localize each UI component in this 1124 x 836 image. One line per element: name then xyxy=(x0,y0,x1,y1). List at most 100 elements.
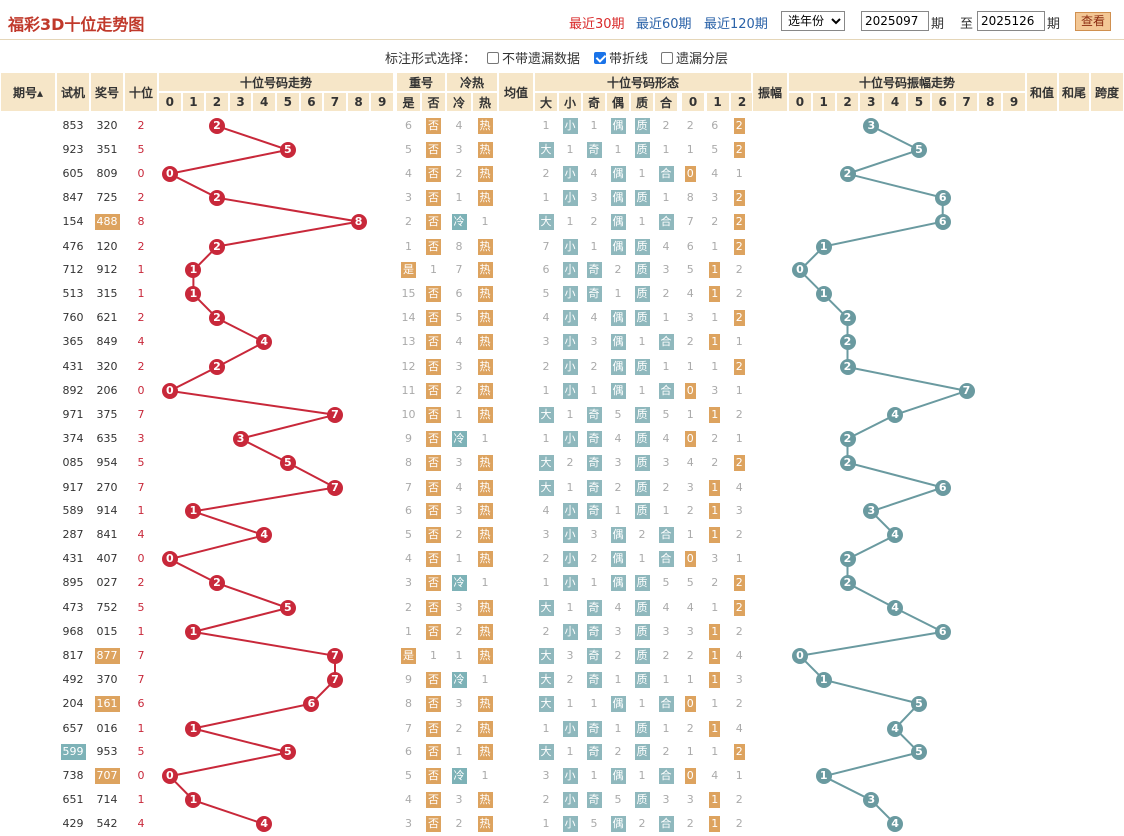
amp-omission xyxy=(907,523,931,547)
period-120-link[interactable]: 最近120期 xyxy=(704,17,768,32)
header-trend-digit: 0 xyxy=(158,92,182,112)
amp-omission xyxy=(788,186,812,210)
form-cell: 质 xyxy=(630,451,654,475)
amp-omission xyxy=(1002,740,1026,764)
trend-omission xyxy=(158,355,182,379)
repeat-badge: 否 xyxy=(426,695,441,712)
form-badge: 质 xyxy=(634,479,650,496)
amp-omission xyxy=(931,330,955,354)
form-cell: 2 xyxy=(542,552,550,566)
form-cell: 奇 xyxy=(582,282,606,306)
trend-omission xyxy=(182,451,206,475)
form-cell: 质 xyxy=(630,476,654,500)
trend-omission xyxy=(182,764,206,788)
checkbox-line[interactable] xyxy=(594,51,606,64)
amp-cell xyxy=(752,235,788,259)
trend-ball: 1 xyxy=(185,503,202,520)
form-cell: 4 xyxy=(614,431,622,445)
trend-omission xyxy=(229,235,253,259)
trend-omission xyxy=(370,427,394,451)
sum-cell xyxy=(1026,717,1058,741)
trend-omission xyxy=(158,596,182,620)
year-select[interactable]: 选年份 xyxy=(781,11,845,31)
amp-omission xyxy=(859,355,883,379)
amp-omission xyxy=(978,812,1002,836)
checkbox-no-omission[interactable] xyxy=(487,51,499,64)
amp-omission xyxy=(836,258,860,282)
repeat-yes-cell: 是 xyxy=(396,644,421,668)
trend-omission xyxy=(158,210,182,234)
prize-highlight: 161 xyxy=(94,695,120,712)
test-cell: 492 xyxy=(62,672,84,686)
amp-omission xyxy=(955,210,979,234)
tail-cell xyxy=(1058,306,1090,330)
amp-omission xyxy=(931,403,955,427)
view-button[interactable]: 查看 xyxy=(1075,12,1111,31)
coldhot-badge: 热 xyxy=(477,406,493,423)
form-cell: 奇 xyxy=(582,668,606,692)
trend-ball: 2 xyxy=(209,310,225,327)
repeat-yes-cell: 2 xyxy=(405,601,412,614)
repeat-no-cell: 否 xyxy=(421,523,446,547)
amp-omission xyxy=(931,717,955,741)
amp-omission xyxy=(788,379,812,403)
mod3-cell: 4 xyxy=(735,721,743,735)
sum-cell xyxy=(1026,235,1058,259)
hot-cell: 1 xyxy=(481,214,489,228)
hot-cell: 热 xyxy=(472,258,498,282)
trend-omission xyxy=(182,210,206,234)
form-cell: 3 xyxy=(662,793,670,807)
form-badge: 大 xyxy=(538,647,554,664)
trend-omission xyxy=(229,282,253,306)
period-60-link[interactable]: 最近60期 xyxy=(636,17,692,32)
amp-omission xyxy=(1002,258,1026,282)
amp-omission xyxy=(788,788,812,812)
tens-cell: 1 xyxy=(137,263,145,277)
amp-omission xyxy=(955,596,979,620)
mod3-cell: 1 xyxy=(703,668,728,692)
form-cell: 1 xyxy=(638,383,646,397)
from-issue-input[interactable] xyxy=(861,11,929,31)
trend-omission xyxy=(347,258,371,282)
option-layered[interactable]: 遗漏分层 xyxy=(661,48,728,67)
trend-omission xyxy=(158,114,182,138)
form-badge: 小 xyxy=(562,286,578,303)
form-cell: 4 xyxy=(662,239,670,253)
trend-omission xyxy=(229,306,253,330)
trend-omission xyxy=(347,596,371,620)
amp-omission xyxy=(788,499,812,523)
option-line[interactable]: 带折线 xyxy=(594,48,648,67)
form-badge: 小 xyxy=(562,238,578,255)
trend-omission xyxy=(323,788,347,812)
span-cell xyxy=(1090,692,1124,716)
form-badge: 质 xyxy=(634,575,650,592)
coldhot-badge: 冷 xyxy=(451,213,467,230)
form-badge: 小 xyxy=(562,430,578,447)
trend-omission xyxy=(205,451,229,475)
form-badge: 偶 xyxy=(610,118,626,134)
checkbox-layered[interactable] xyxy=(661,51,673,64)
avg-cell xyxy=(498,812,534,836)
trend-omission xyxy=(276,812,300,836)
trend-omission xyxy=(205,596,229,620)
form-cell: 1 xyxy=(614,287,622,301)
trend-omission xyxy=(323,282,347,306)
trend-omission xyxy=(229,476,253,500)
amp-omission xyxy=(955,812,979,836)
hot-cell: 1 xyxy=(481,672,489,686)
cold-cell: 3 xyxy=(455,793,463,807)
period-30-link[interactable]: 最近30期 xyxy=(569,17,625,32)
form-badge: 质 xyxy=(634,720,650,737)
trend-omission xyxy=(229,379,253,403)
form-badge: 质 xyxy=(634,671,650,688)
prize-cell: 849 xyxy=(96,335,118,349)
form-cell: 质 xyxy=(630,235,654,259)
trend-omission xyxy=(300,644,324,668)
option-no-omission[interactable]: 不带遗漏数据 xyxy=(487,48,580,67)
form-cell: 6 xyxy=(542,263,550,277)
tail-cell xyxy=(1058,788,1090,812)
to-issue-input[interactable] xyxy=(977,11,1045,31)
hot-cell: 热 xyxy=(472,138,498,162)
amp-omission xyxy=(931,282,955,306)
amp-omission xyxy=(788,547,812,571)
